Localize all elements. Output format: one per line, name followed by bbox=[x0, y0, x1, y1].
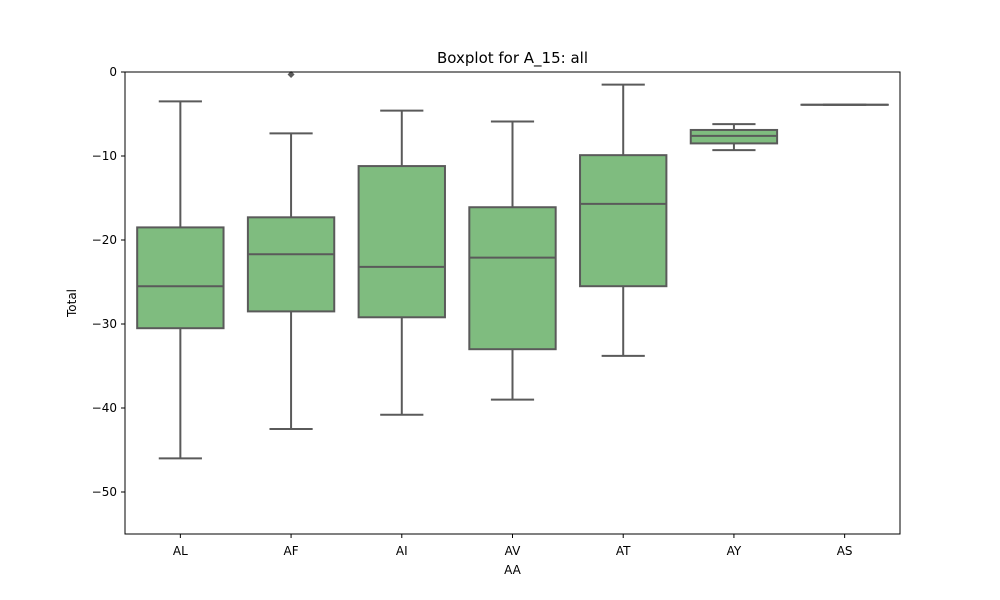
y-axis-title: Total bbox=[65, 289, 79, 318]
outlier-AF-0 bbox=[287, 71, 295, 79]
x-axis: AL AF AI AV AT AY AS bbox=[173, 534, 853, 558]
chart-title: Boxplot for A_15: all bbox=[437, 49, 588, 68]
iqr-box-AV bbox=[468, 206, 557, 351]
y-axis: 0 −10 −20 −30 −40 −50 bbox=[92, 65, 125, 499]
x-axis-title: AA bbox=[504, 563, 522, 577]
x-tick-label-AT: AT bbox=[616, 544, 631, 558]
box-AV bbox=[468, 120, 557, 401]
box-AT bbox=[579, 83, 668, 357]
y-tick-label-1: −10 bbox=[92, 149, 117, 163]
y-tick-label-3: −30 bbox=[92, 317, 117, 331]
x-tick-label-AV: AV bbox=[505, 544, 521, 558]
y-tick-label-5: −50 bbox=[92, 485, 117, 499]
iqr-box-AI bbox=[357, 165, 446, 319]
box-AL bbox=[136, 100, 225, 460]
y-tick-label-0: 0 bbox=[109, 65, 117, 79]
x-tick-label-AS: AS bbox=[837, 544, 853, 558]
iqr-box-AL bbox=[136, 226, 225, 330]
y-tick-label-2: −20 bbox=[92, 233, 117, 247]
x-tick-label-AY: AY bbox=[727, 544, 742, 558]
y-tick-label-4: −40 bbox=[92, 401, 117, 415]
x-tick-label-AL: AL bbox=[173, 544, 188, 558]
box-AF bbox=[246, 71, 336, 430]
iqr-box-AF bbox=[246, 216, 336, 313]
box-AY bbox=[689, 123, 779, 152]
x-tick-label-AF: AF bbox=[284, 544, 299, 558]
x-tick-label-AI: AI bbox=[396, 544, 408, 558]
plot-area bbox=[136, 71, 889, 460]
iqr-box-AT bbox=[579, 154, 668, 288]
box-AI bbox=[357, 109, 446, 416]
